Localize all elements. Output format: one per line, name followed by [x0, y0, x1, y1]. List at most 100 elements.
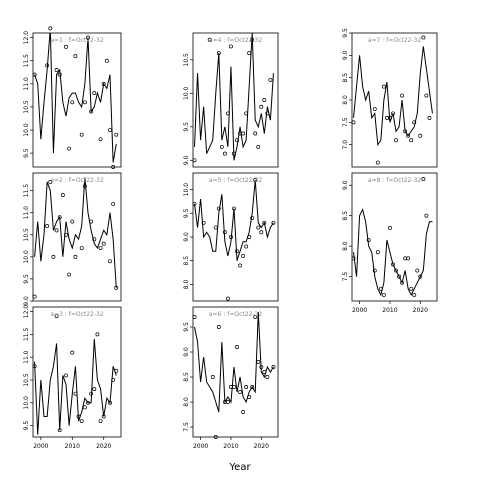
observation-point — [104, 58, 109, 63]
observation-point — [418, 274, 423, 279]
y-tick-label: 10.5 — [23, 100, 30, 114]
observation-point — [95, 332, 100, 337]
observation-point — [378, 286, 383, 291]
observation-point — [192, 315, 197, 319]
observation-point — [82, 100, 87, 105]
y-tick-label: 9.0 — [342, 50, 349, 60]
panel-label: a=2 : f=Oct22-32 — [50, 177, 103, 184]
x-tick-label: 2000 — [193, 443, 208, 450]
observation-point — [64, 373, 68, 378]
observation-point — [228, 235, 233, 239]
series-line — [194, 33, 274, 161]
observation-point — [45, 63, 50, 68]
observation-point — [271, 220, 276, 225]
observation-point — [235, 249, 239, 254]
y-tick-label: 11.0 — [23, 77, 30, 91]
y-tick-label: 10.5 — [183, 53, 190, 67]
panel-frame — [192, 306, 279, 438]
y-tick-label: 9.0 — [23, 296, 30, 306]
observation-point — [222, 230, 227, 235]
panel-label: a=6 : f=Oct22-32 — [209, 311, 262, 318]
y-tick-label: 10.5 — [23, 373, 30, 387]
observation-point — [60, 193, 65, 198]
observation-point — [259, 230, 264, 235]
observation-point — [403, 129, 408, 134]
y-tick-label: 7.5 — [342, 117, 349, 127]
y-tick-label: 7.5 — [342, 272, 349, 282]
observation-point — [259, 365, 264, 369]
observation-point — [400, 280, 405, 285]
observation-point — [82, 184, 87, 189]
observation-point — [372, 106, 377, 111]
panel-label: a=1 : f=Oct22-32 — [50, 37, 103, 44]
observation-point — [253, 315, 258, 319]
observation-point — [406, 133, 411, 138]
observation-point — [253, 131, 258, 136]
observation-point — [48, 26, 53, 31]
observation-point — [54, 68, 59, 72]
y-tick-label: 10.0 — [183, 183, 190, 197]
observation-point — [232, 151, 236, 156]
x-tick-label: 2020 — [254, 443, 269, 450]
observation-point — [114, 285, 119, 290]
observation-point — [232, 206, 236, 211]
observation-point — [409, 286, 414, 291]
panel-2: 9.0 9.5 10.0 10.5 11.0 11.5 a=2 : f=Oct22-32 — [23, 172, 122, 306]
panel-frame — [32, 306, 122, 438]
observation-point — [391, 262, 395, 267]
observation-point — [400, 93, 405, 98]
y-tick-label: 9.5 — [23, 421, 30, 431]
observation-point — [111, 201, 116, 206]
panel-6: 7.5 8.0 8.5 9.0 9.5 2000 2010 2020 a=6 : f=Oct22… — [183, 306, 279, 450]
series-line — [194, 180, 274, 261]
observation-point — [262, 220, 267, 225]
observation-point — [98, 419, 103, 423]
series-line — [34, 338, 117, 435]
observation-point — [394, 268, 398, 273]
observation-point — [216, 206, 221, 211]
observation-point — [412, 120, 417, 125]
observation-point — [235, 345, 239, 349]
observation-point — [268, 77, 273, 82]
observation-point — [366, 238, 371, 242]
observation-point — [207, 37, 212, 42]
panel-frame — [32, 172, 122, 302]
observation-point — [73, 391, 78, 396]
observation-point — [79, 246, 84, 250]
observation-point — [51, 254, 56, 259]
observation-point — [406, 256, 411, 261]
y-tick-label: 8.5 — [183, 372, 190, 382]
observation-point — [225, 111, 230, 116]
y-tick-label: 8.0 — [342, 241, 349, 251]
y-tick-label: 8.5 — [183, 256, 190, 266]
panel-8: 7.5 8.0 8.5 9.0 2000 2010 2020 a=8 : f=Oct22-32 — [342, 172, 438, 314]
observation-point — [98, 137, 103, 142]
x-axis-title: Year — [228, 462, 251, 473]
observation-point — [262, 98, 267, 102]
observation-point — [388, 225, 392, 230]
x-tick-label: 2020 — [96, 443, 111, 450]
y-tick-label: 11.5 — [23, 184, 30, 198]
panel-frame — [192, 32, 279, 168]
observation-point — [54, 228, 59, 233]
y-tick-label: 7.0 — [342, 140, 349, 150]
observation-point — [111, 165, 116, 169]
observation-point — [247, 395, 252, 399]
y-tick-label: 8.5 — [342, 73, 349, 83]
observation-point — [73, 254, 78, 259]
observation-point — [98, 246, 103, 250]
observation-point — [222, 151, 227, 156]
observation-point — [372, 268, 377, 273]
y-tick-label: 10.5 — [23, 228, 30, 242]
observation-point — [57, 72, 62, 77]
observation-point — [48, 179, 53, 184]
observation-point — [424, 213, 429, 218]
panel-label: a=8 : f=Oct22-32 — [368, 177, 421, 184]
panels: 9.510.010.511.011.512.0 a=1 : f=Oct22-329… — [23, 26, 438, 450]
x-tick-label: 2010 — [382, 307, 397, 314]
observation-point — [32, 294, 37, 299]
observation-point — [256, 360, 261, 364]
y-tick-label: 9.5 — [342, 28, 349, 38]
observation-point — [381, 84, 386, 89]
observation-point — [250, 37, 255, 42]
